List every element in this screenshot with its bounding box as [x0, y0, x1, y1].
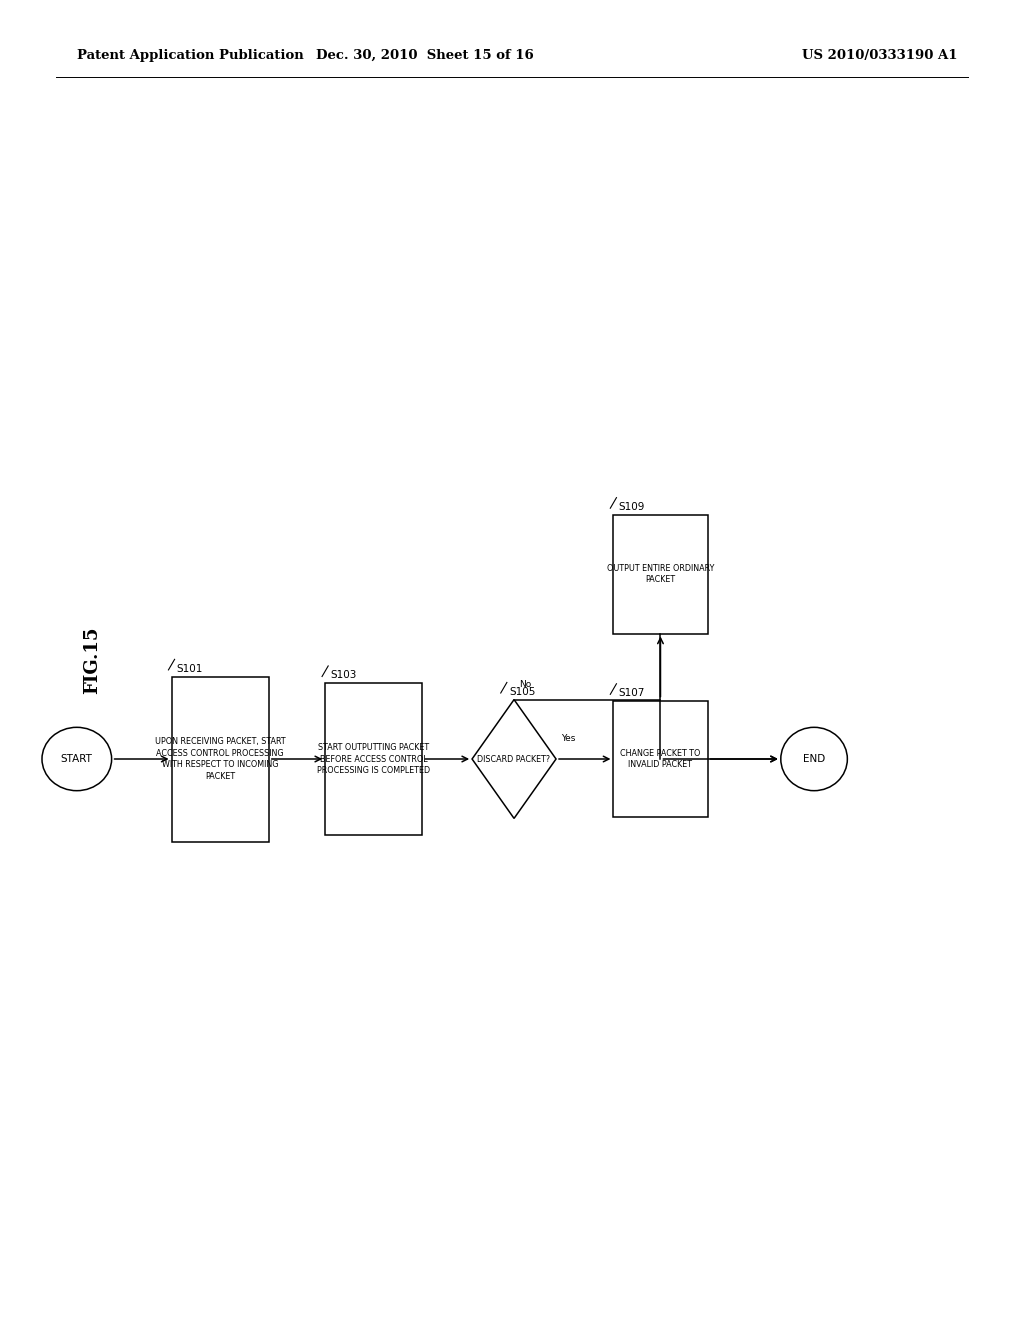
Text: No: No	[519, 680, 531, 689]
Text: S103: S103	[330, 671, 356, 681]
Text: Patent Application Publication: Patent Application Publication	[77, 49, 303, 62]
Text: US 2010/0333190 A1: US 2010/0333190 A1	[802, 49, 957, 62]
Text: END: END	[803, 754, 825, 764]
Text: S105: S105	[509, 686, 536, 697]
Text: S107: S107	[618, 688, 645, 698]
Text: Yes: Yes	[561, 734, 575, 743]
Text: CHANGE PACKET TO
INVALID PACKET: CHANGE PACKET TO INVALID PACKET	[621, 748, 700, 770]
Bar	[171, 676, 268, 842]
Text: START OUTPUTTING PACKET
BEFORE ACCESS CONTROL
PROCESSING IS COMPLETED: START OUTPUTTING PACKET BEFORE ACCESS CO…	[317, 743, 430, 775]
Text: DISCARD PACKET?: DISCARD PACKET?	[477, 755, 551, 763]
Bar	[326, 684, 422, 836]
Text: FIG.15: FIG.15	[83, 626, 101, 694]
Bar	[613, 701, 708, 817]
Text: START: START	[60, 754, 93, 764]
Text: UPON RECEIVING PACKET, START
ACCESS CONTROL PROCESSING
WITH RESPECT TO INCOMING
: UPON RECEIVING PACKET, START ACCESS CONT…	[155, 738, 286, 780]
Text: OUTPUT ENTIRE ORDINARY
PACKET: OUTPUT ENTIRE ORDINARY PACKET	[607, 564, 714, 585]
Text: S109: S109	[618, 502, 645, 512]
Text: S101: S101	[176, 664, 203, 673]
Text: Dec. 30, 2010  Sheet 15 of 16: Dec. 30, 2010 Sheet 15 of 16	[316, 49, 534, 62]
Bar	[613, 515, 708, 634]
